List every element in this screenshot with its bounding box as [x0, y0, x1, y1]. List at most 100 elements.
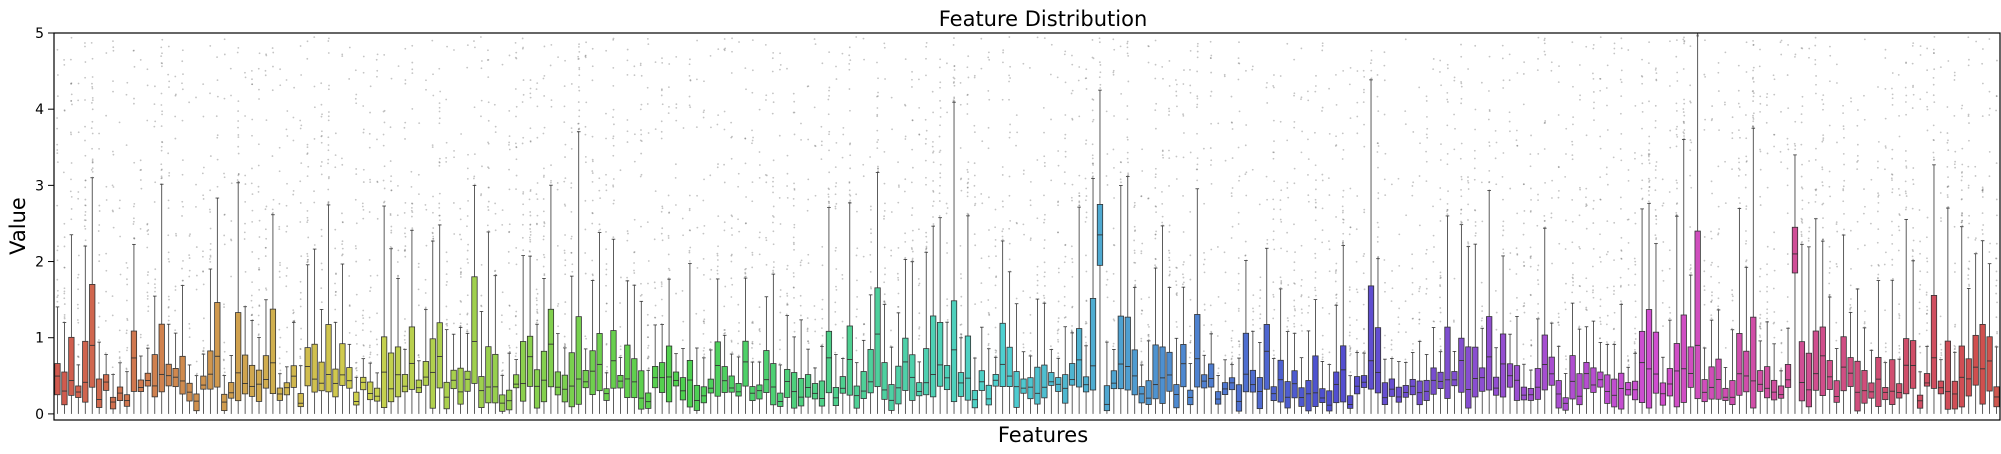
outlier-point [1328, 132, 1331, 135]
outlier-point [1210, 332, 1212, 335]
feature-box [450, 369, 457, 390]
outlier-point [1488, 90, 1490, 92]
outlier-point [1272, 293, 1275, 296]
outlier-point [299, 202, 302, 204]
outlier-point [216, 79, 219, 82]
outlier-point [1182, 115, 1185, 117]
outlier-point [306, 153, 309, 156]
outlier-point [640, 103, 643, 106]
outlier-point [1355, 351, 1358, 354]
outlier-point [1085, 254, 1087, 257]
outlier-point [939, 86, 941, 89]
outlier-point [1099, 83, 1102, 86]
outlier-point [1446, 163, 1449, 166]
outlier-point [1231, 121, 1233, 124]
outlier-point [730, 353, 733, 355]
outlier-point [619, 326, 622, 328]
outlier-point [737, 172, 740, 175]
outlier-point [1363, 208, 1366, 211]
outlier-point [779, 339, 781, 341]
outlier-point [1182, 195, 1184, 197]
outlier-point [424, 306, 427, 309]
feature-box [1729, 380, 1736, 406]
outlier-point [334, 308, 337, 311]
outlier-point [1203, 303, 1206, 306]
outlier-point [1627, 359, 1630, 362]
outlier-point [97, 302, 100, 304]
outlier-point [348, 332, 351, 334]
outlier-point [286, 326, 289, 329]
outlier-point [1579, 301, 1581, 303]
outlier-point [709, 54, 712, 57]
outlier-point [883, 46, 886, 49]
outlier-point [181, 267, 183, 270]
outlier-point [1070, 92, 1073, 95]
outlier-point [877, 170, 879, 173]
outlier-point [1752, 39, 1754, 42]
outlier-point [1634, 212, 1636, 214]
outlier-point [1182, 281, 1185, 284]
outlier-point [653, 281, 656, 284]
outlier-point [668, 212, 670, 214]
outlier-point [1230, 337, 1233, 340]
outlier-point [792, 241, 795, 244]
outlier-point [1280, 221, 1283, 223]
outlier-point [1362, 303, 1365, 306]
outlier-point [1251, 68, 1254, 71]
outlier-point [1439, 337, 1442, 340]
outlier-point [813, 305, 816, 307]
outlier-point [1675, 110, 1678, 112]
outlier-point [1564, 248, 1567, 250]
outlier-point [1683, 122, 1685, 125]
outlier-point [515, 115, 517, 118]
outlier-point [1293, 325, 1296, 328]
outlier-point [320, 228, 323, 231]
outlier-point [431, 146, 434, 148]
outlier-point [1099, 64, 1102, 66]
outlier-point [1564, 301, 1566, 304]
outlier-point [584, 161, 587, 164]
outlier-point [112, 40, 114, 43]
outlier-point [300, 255, 303, 258]
outlier-point [397, 65, 400, 68]
feature-box [269, 308, 277, 395]
outlier-point [1355, 260, 1358, 263]
outlier-point [209, 260, 212, 263]
outlier-point [1634, 316, 1637, 318]
outlier-point [1516, 253, 1519, 255]
outlier-point [1599, 147, 1602, 150]
outlier-point [751, 251, 754, 254]
outlier-point [223, 367, 226, 370]
outlier-point [202, 353, 204, 355]
outlier-point [1196, 163, 1199, 166]
outlier-point [1732, 319, 1734, 322]
outlier-point [1175, 320, 1178, 323]
feature-box [874, 287, 881, 388]
outlier-point [995, 275, 998, 278]
outlier-point [1230, 237, 1233, 239]
outlier-point [1710, 300, 1713, 303]
outlier-point [939, 81, 942, 84]
outlier-point [237, 173, 240, 175]
outlier-point [487, 186, 490, 189]
outlier-point [876, 115, 879, 118]
outlier-point [1084, 336, 1087, 338]
outlier-point [1655, 161, 1658, 163]
outlier-point [717, 245, 719, 248]
outlier-point [487, 166, 489, 169]
outlier-point [1064, 133, 1067, 136]
outlier-point [759, 343, 761, 346]
outlier-point [1321, 110, 1323, 112]
feature-box [1923, 373, 1931, 387]
outlier-point [1529, 187, 1532, 190]
outlier-point [1133, 239, 1136, 242]
outlier-point [1515, 273, 1518, 275]
outlier-point [125, 299, 128, 302]
outlier-point [939, 58, 942, 61]
outlier-point [1328, 194, 1331, 196]
outlier-point [987, 342, 990, 345]
outlier-point [1335, 135, 1337, 138]
outlier-point [251, 313, 254, 316]
outlier-point [417, 262, 420, 265]
outlier-point [1460, 220, 1462, 223]
